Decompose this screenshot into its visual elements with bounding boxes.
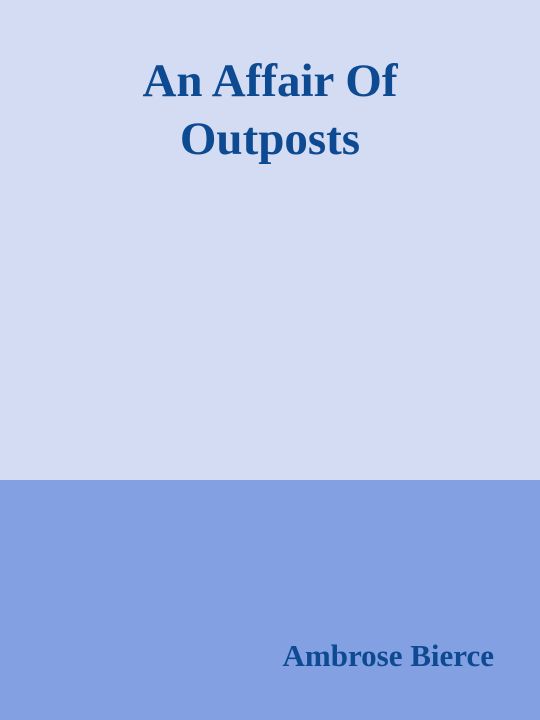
book-title-line-1: An Affair Of bbox=[142, 55, 398, 107]
book-author: Ambrose Bierce bbox=[282, 638, 495, 673]
cover-bottom-panel bbox=[0, 480, 540, 720]
book-title: An Affair Of Outposts bbox=[0, 52, 540, 168]
book-title-line-2: Outposts bbox=[179, 113, 361, 165]
cover-top-panel bbox=[0, 0, 540, 480]
